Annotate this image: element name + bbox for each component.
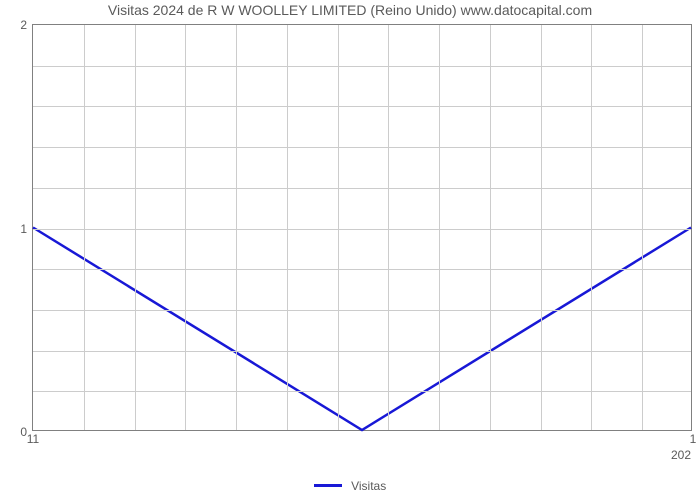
x-tick-label: 11 bbox=[27, 432, 39, 446]
chart-title: Visitas 2024 de R W WOOLLEY LIMITED (Rei… bbox=[0, 2, 700, 18]
gridline-vertical bbox=[388, 25, 389, 430]
gridline-horizontal bbox=[33, 188, 691, 189]
gridline-vertical bbox=[135, 25, 136, 430]
gridline-vertical bbox=[642, 25, 643, 430]
gridline-vertical bbox=[541, 25, 542, 430]
legend-label: Visitas bbox=[351, 479, 386, 493]
plot-area: 012111202 bbox=[32, 24, 692, 431]
gridline-horizontal bbox=[33, 66, 691, 67]
gridline-vertical bbox=[185, 25, 186, 430]
gridline-vertical bbox=[439, 25, 440, 430]
gridline-vertical bbox=[287, 25, 288, 430]
gridline-horizontal bbox=[33, 269, 691, 270]
y-tick-label: 1 bbox=[20, 222, 27, 236]
x-tick-label: 1 bbox=[690, 432, 697, 446]
legend: Visitas bbox=[0, 478, 700, 493]
x-axis-subtitle: 202 bbox=[671, 448, 691, 462]
gridline-vertical bbox=[591, 25, 592, 430]
gridline-horizontal bbox=[33, 310, 691, 311]
gridline-horizontal bbox=[33, 351, 691, 352]
gridline-horizontal bbox=[33, 106, 691, 107]
gridline-vertical bbox=[236, 25, 237, 430]
gridline-vertical bbox=[490, 25, 491, 430]
gridline-vertical bbox=[338, 25, 339, 430]
gridline-vertical bbox=[84, 25, 85, 430]
gridline-horizontal bbox=[33, 229, 691, 230]
y-tick-label: 2 bbox=[20, 18, 27, 32]
gridline-horizontal bbox=[33, 391, 691, 392]
gridline-horizontal bbox=[33, 147, 691, 148]
legend-swatch bbox=[314, 484, 342, 487]
